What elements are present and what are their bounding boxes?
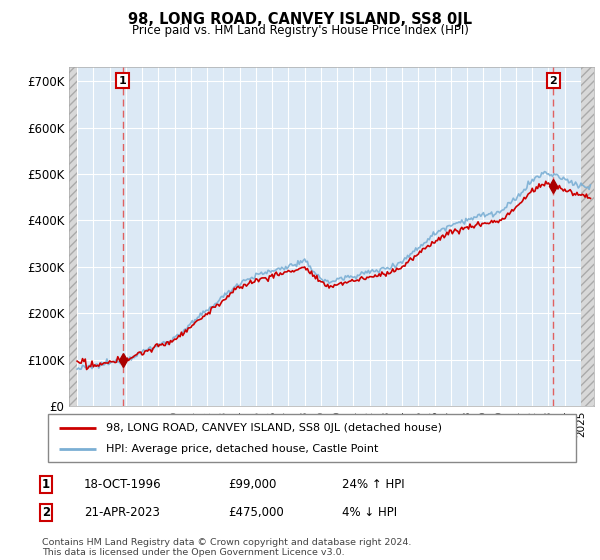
Text: 1: 1 [119, 76, 127, 86]
Bar [581, 67, 594, 406]
Text: 2: 2 [42, 506, 50, 519]
Text: 2: 2 [550, 76, 557, 86]
Text: 18-OCT-1996: 18-OCT-1996 [84, 478, 161, 491]
Text: £99,000: £99,000 [228, 478, 277, 491]
Text: 24% ↑ HPI: 24% ↑ HPI [342, 478, 404, 491]
Text: 1: 1 [42, 478, 50, 491]
Text: 4% ↓ HPI: 4% ↓ HPI [342, 506, 397, 519]
Text: Price paid vs. HM Land Registry's House Price Index (HPI): Price paid vs. HM Land Registry's House … [131, 24, 469, 37]
FancyBboxPatch shape [48, 414, 576, 462]
Text: 21-APR-2023: 21-APR-2023 [84, 506, 160, 519]
Text: 98, LONG ROAD, CANVEY ISLAND, SS8 0JL: 98, LONG ROAD, CANVEY ISLAND, SS8 0JL [128, 12, 472, 27]
Text: HPI: Average price, detached house, Castle Point: HPI: Average price, detached house, Cast… [106, 444, 379, 454]
Text: Contains HM Land Registry data © Crown copyright and database right 2024.
This d: Contains HM Land Registry data © Crown c… [42, 538, 412, 557]
Bar [69, 67, 77, 406]
Text: 98, LONG ROAD, CANVEY ISLAND, SS8 0JL (detached house): 98, LONG ROAD, CANVEY ISLAND, SS8 0JL (d… [106, 423, 442, 433]
Text: £475,000: £475,000 [228, 506, 284, 519]
